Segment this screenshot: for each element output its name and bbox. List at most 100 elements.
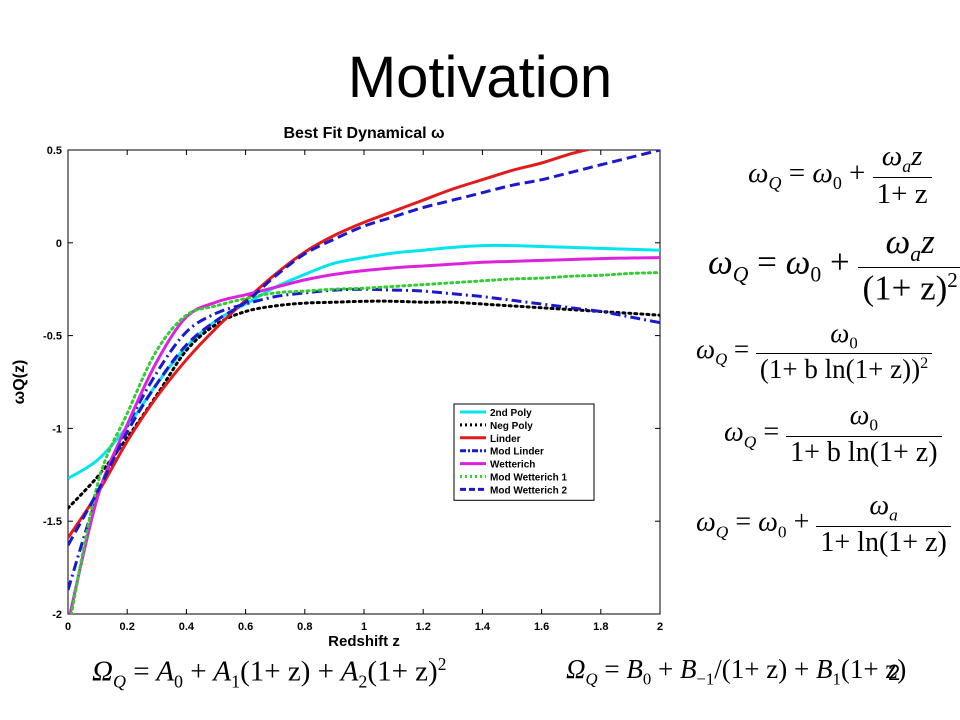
legend-label: 2nd Poly: [490, 408, 532, 419]
series-line-wetterich: [68, 256, 660, 614]
eq4-equals: =: [763, 416, 780, 448]
eq6-t2: A: [340, 655, 359, 688]
eq6-t1-factor: (1+ z): [240, 655, 311, 688]
eq2-fraction: ωaz (1+ z)2: [858, 222, 960, 309]
eq1-lhs-sub: Q: [768, 172, 782, 193]
y-tick-label: 0: [56, 238, 62, 250]
slide-title: Motivation: [347, 45, 613, 110]
eq1-num-z: z: [911, 140, 923, 172]
equation-linder: ωQ = ω0 + ωaz 1+ z: [748, 140, 932, 211]
eq7-t1-factor: /(1+ z): [714, 654, 788, 684]
x-tick-label: 0: [65, 621, 71, 633]
eq6-t2-exp: 2: [437, 654, 447, 674]
eq1-lhs: ω: [748, 157, 769, 190]
eq7-t0-sub: 0: [642, 669, 652, 689]
eq1-w0: ω: [812, 157, 833, 190]
x-tick-label: 1.6: [534, 621, 549, 633]
eq5-plus: +: [793, 506, 810, 538]
legend-label: Mod Wetterich 1: [490, 473, 567, 484]
eq1-fraction: ωaz 1+ z: [872, 140, 932, 211]
equation-linder-squared: ωQ = ω0 + ωaz (1+ z)2: [708, 222, 960, 309]
eq7-t2-factor: (1+ z): [840, 654, 907, 684]
eq3-fraction: ω0 (1+ b ln(1+ z))2: [755, 318, 933, 385]
equation-mod-wetterich: ωQ = ω0 + ωa 1+ ln(1+ z): [696, 490, 951, 559]
y-tick-label: -1: [52, 423, 62, 435]
x-tick-label: 1: [361, 621, 367, 633]
x-tick-label: 0.2: [120, 621, 135, 633]
eq2-num-w: ω: [885, 222, 911, 261]
eq7-equals: =: [604, 654, 620, 684]
eq2-lhs: ω: [708, 242, 733, 282]
x-tick-label: 1.4: [475, 621, 491, 633]
eq4-lhs-sub: Q: [743, 432, 757, 452]
y-tick-label: -0.5: [43, 331, 62, 343]
eq5-equals: =: [735, 506, 752, 538]
eq4-num-w: ω: [849, 400, 870, 431]
axis-ticks: 0 0.2 0.4 0.6 0.8 1 1.2 1.4 1.6 1.8 2 -2 -1.5 -1 -0.5 0…: [43, 145, 663, 633]
eq1-num-sub: a: [902, 155, 912, 176]
eq2-den-exp: 2: [947, 268, 958, 292]
eq3-lhs: ω: [696, 333, 716, 364]
series-line-mod-wetterich-1: [69, 271, 660, 614]
legend-label: Neg Poly: [490, 421, 533, 432]
eq7-lhs-sub: Q: [585, 669, 598, 689]
eq3-den: (1+ b ln(1+ z)): [759, 354, 921, 385]
eq2-equals: =: [757, 242, 777, 282]
eq1-equals: =: [788, 157, 806, 190]
eq1-plus: +: [849, 157, 866, 190]
eq2-w0: ω: [785, 242, 811, 282]
eq4-lhs: ω: [724, 416, 744, 448]
x-tick-label: 0.4: [179, 621, 195, 633]
x-tick-label: 1.2: [416, 621, 431, 633]
eq5-w0: ω: [758, 506, 778, 538]
series-line-mod-linder: [68, 287, 660, 591]
equation-omega-b-poly: ΩQ = B0 + B−1/(1+ z) + B1(1+ z): [566, 654, 906, 689]
eq7-t1: B: [679, 654, 697, 684]
eq6-t1-sub: 1: [231, 671, 241, 692]
y-tick-label: -1.5: [43, 516, 62, 528]
y-tick-label: -2: [52, 609, 62, 621]
eq4-den: 1+ b ln(1+ z): [786, 435, 942, 469]
eq7-plus2: +: [793, 654, 810, 684]
eq1-num-w: ω: [881, 140, 903, 172]
eq5-num-sub: a: [889, 505, 898, 525]
series-line-linder: [68, 150, 592, 539]
eq6-t0: A: [156, 655, 175, 688]
eq6-plus2: +: [317, 655, 334, 688]
equation-wetterich-squared: ωQ = ω0 (1+ b ln(1+ z))2: [696, 318, 933, 385]
eq6-lhs: Ω: [92, 655, 113, 688]
eq4-num-sub: 0: [869, 415, 879, 435]
eq5-num-w: ω: [869, 490, 890, 521]
eq5-lhs: ω: [696, 506, 716, 538]
eq5-w0-sub: 0: [777, 522, 787, 542]
eq5-lhs-sub: Q: [715, 522, 729, 542]
x-tick-label: 0.6: [238, 621, 253, 633]
eq1-w0-sub: 0: [832, 172, 842, 193]
chart-title: Best Fit Dynamical ω: [283, 125, 444, 142]
eq6-t1: A: [213, 655, 232, 688]
legend-label: Linder: [490, 434, 521, 445]
eq6-plus1: +: [190, 655, 207, 688]
eq6-lhs-sub: Q: [112, 671, 126, 692]
eq5-fraction: ωa 1+ ln(1+ z): [816, 490, 951, 559]
eq7-plus1: +: [657, 654, 674, 684]
equation-omega-a-poly: ΩQ = A0 + A1(1+ z) + A2(1+ z)2: [92, 654, 446, 692]
eq7-t2: B: [815, 654, 833, 684]
eq1-den: 1+ z: [872, 176, 932, 211]
legend-label: Mod Wetterich 2: [490, 485, 567, 496]
x-tick-label: 2: [657, 621, 663, 633]
eq6-t0-sub: 0: [174, 671, 184, 692]
x-tick-label: 0.8: [297, 621, 312, 633]
eq7-t2-sub: 1: [832, 669, 841, 689]
eq2-num-sub: a: [910, 242, 922, 266]
series-line-neg-poly: [68, 299, 660, 510]
legend-label: Mod Linder: [490, 447, 544, 458]
eq7-t0: B: [626, 654, 643, 684]
legend: 2nd Poly Neg Poly Linder Mod Linder Wetteric…: [453, 403, 595, 501]
eq4-fraction: ω0 1+ b ln(1+ z): [786, 400, 942, 469]
equation-wetterich: ωQ = ω0 1+ b ln(1+ z): [724, 400, 942, 469]
y-axis-label: ωQ(z): [11, 360, 28, 405]
eq2-lhs-sub: Q: [732, 262, 749, 287]
x-tick-label: 1.8: [593, 621, 608, 633]
